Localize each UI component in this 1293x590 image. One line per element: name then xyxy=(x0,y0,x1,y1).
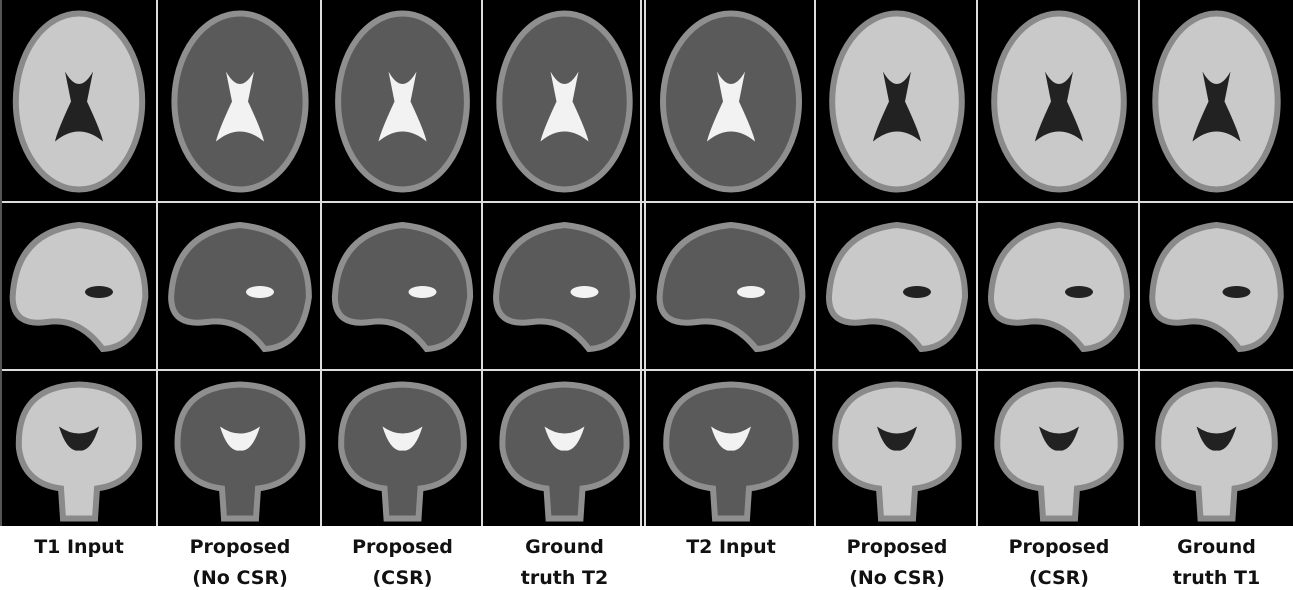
ventricle xyxy=(571,286,599,298)
ventricle xyxy=(903,286,931,298)
separator xyxy=(1138,0,1140,526)
column-label: Ground xyxy=(525,536,604,558)
ventricle xyxy=(409,286,437,298)
column-label: (No CSR) xyxy=(192,567,288,589)
separator xyxy=(156,0,158,526)
column-label: Proposed xyxy=(190,536,291,558)
separator xyxy=(0,201,1293,203)
separator xyxy=(0,369,1293,371)
ventricle xyxy=(1065,286,1093,298)
column-label: (CSR) xyxy=(373,567,433,589)
edge xyxy=(0,0,2,526)
figure: T1 Input Proposed (No CSR) Proposed (CSR) Gro… xyxy=(0,0,1293,590)
ventricle xyxy=(1223,286,1251,298)
column-label: truth T2 xyxy=(521,567,608,589)
separator xyxy=(481,0,483,526)
column-label: (No CSR) xyxy=(849,567,945,589)
column-label: Proposed xyxy=(1009,536,1110,558)
column-label: T2 Input xyxy=(686,536,776,558)
ventricle xyxy=(246,286,274,298)
separator xyxy=(814,0,816,526)
column-label: Proposed xyxy=(847,536,948,558)
column-label: truth T1 xyxy=(1173,567,1260,589)
column-label: (CSR) xyxy=(1029,567,1089,589)
separator xyxy=(640,0,642,526)
column-label: Proposed xyxy=(352,536,453,558)
column-label: Ground xyxy=(1177,536,1256,558)
separator xyxy=(320,0,322,526)
ventricle xyxy=(85,286,113,298)
separator xyxy=(976,0,978,526)
separator xyxy=(644,0,646,526)
ventricle xyxy=(737,286,765,298)
column-label: T1 Input xyxy=(34,536,124,558)
